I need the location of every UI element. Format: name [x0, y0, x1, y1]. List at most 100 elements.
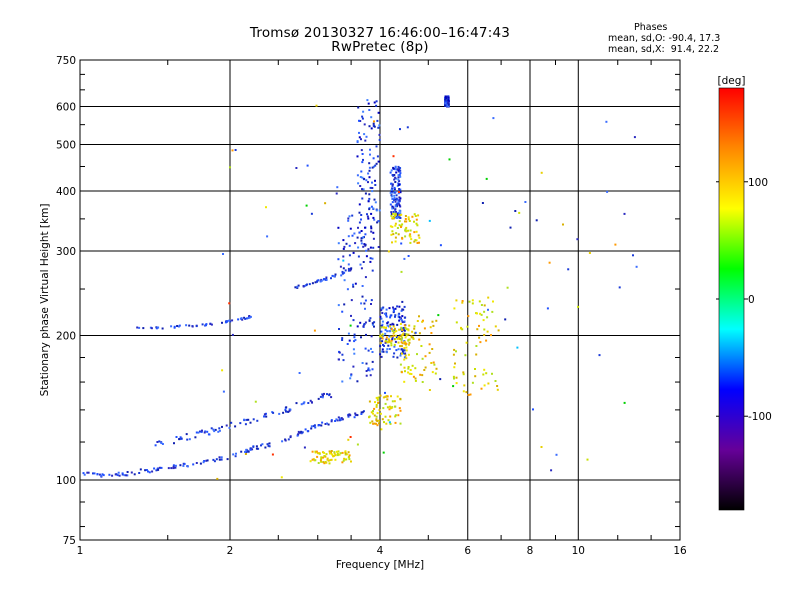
data-point: [295, 167, 298, 169]
data-point: [383, 344, 385, 347]
y-axis-label: Stationary phase Virtual Height [km]: [39, 204, 51, 397]
data-point: [349, 377, 352, 380]
data-point: [252, 418, 255, 421]
data-point: [343, 303, 346, 306]
data-point: [267, 444, 270, 447]
data-point: [353, 336, 356, 339]
data-point: [375, 162, 378, 165]
data-point: [278, 412, 281, 415]
data-point: [361, 285, 364, 287]
data-point: [332, 455, 335, 458]
data-point: [480, 313, 483, 316]
data-point: [145, 469, 148, 471]
data-point: [343, 279, 346, 282]
data-point: [487, 382, 490, 385]
data-point: [317, 462, 320, 464]
data-point: [392, 217, 395, 220]
data-point: [403, 342, 406, 345]
data-point: [265, 206, 267, 209]
data-point: [414, 239, 417, 242]
data-point: [394, 307, 397, 310]
data-point: [209, 322, 212, 325]
data-point: [403, 333, 406, 336]
data-point: [158, 466, 161, 469]
data-point: [509, 226, 512, 229]
data-point: [361, 117, 364, 120]
data-point: [390, 344, 393, 347]
data-point: [532, 408, 534, 411]
data-point: [372, 157, 375, 160]
data-point: [229, 320, 232, 323]
data-point: [385, 422, 388, 425]
data-point: [341, 270, 344, 273]
data-point: [403, 349, 406, 352]
data-point: [418, 241, 420, 244]
data-point: [321, 421, 324, 424]
data-point: [481, 202, 484, 204]
data-point: [347, 456, 350, 459]
data-point: [409, 229, 412, 232]
data-point: [404, 326, 407, 329]
data-point: [358, 136, 361, 139]
data-point: [218, 456, 221, 459]
data-point: [555, 453, 558, 456]
data-point: [483, 334, 486, 336]
data-point: [272, 411, 275, 414]
data-point: [421, 381, 424, 383]
data-point: [432, 361, 435, 364]
data-point: [306, 164, 309, 167]
data-point: [446, 101, 449, 104]
data-point: [86, 471, 89, 474]
data-point: [323, 392, 325, 395]
data-point: [392, 155, 395, 158]
data-point: [381, 312, 384, 314]
data-point: [382, 306, 385, 309]
data-point: [285, 406, 288, 409]
data-point: [174, 466, 177, 469]
data-point: [391, 183, 394, 186]
data-point: [452, 385, 455, 388]
data-point: [394, 414, 397, 417]
data-point: [401, 329, 404, 332]
data-point: [404, 215, 407, 217]
data-point: [333, 275, 336, 278]
data-point: [354, 282, 357, 285]
data-point: [395, 205, 398, 208]
data-point: [172, 465, 175, 468]
data-point: [311, 450, 314, 453]
data-point: [123, 474, 126, 477]
data-point: [447, 99, 450, 102]
data-point: [289, 408, 292, 411]
data-point: [376, 424, 379, 427]
colorbar-tick-label: 0: [748, 294, 755, 306]
data-point: [301, 431, 304, 434]
data-point: [391, 338, 394, 341]
data-point: [204, 430, 207, 433]
data-point: [397, 182, 400, 185]
data-point: [408, 341, 411, 344]
data-point: [397, 201, 400, 204]
data-point: [397, 192, 400, 195]
data-point: [377, 419, 380, 422]
data-point: [401, 334, 404, 336]
data-point: [348, 458, 351, 461]
data-point: [317, 424, 320, 427]
data-point: [412, 337, 415, 340]
data-point: [337, 258, 340, 261]
data-point: [234, 455, 237, 458]
data-point: [381, 337, 384, 340]
data-point: [394, 168, 397, 171]
data-point: [393, 345, 396, 348]
data-point: [384, 327, 387, 330]
data-point: [195, 462, 198, 464]
data-point: [403, 305, 406, 308]
data-point: [338, 351, 341, 354]
data-point: [401, 321, 404, 324]
data-point: [379, 353, 382, 356]
data-point: [234, 149, 237, 151]
data-point: [388, 330, 391, 333]
data-point: [465, 391, 468, 394]
data-point: [382, 326, 385, 329]
data-point: [546, 307, 549, 310]
data-point: [133, 473, 136, 476]
